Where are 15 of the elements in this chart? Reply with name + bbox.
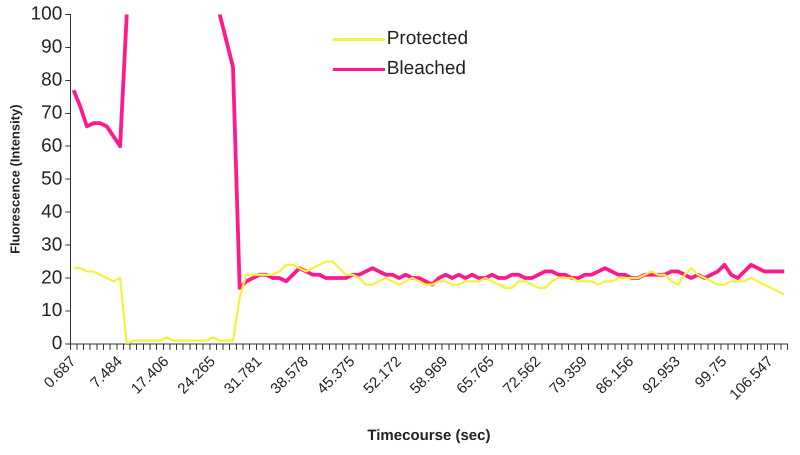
y-tick-label: 80	[41, 70, 62, 91]
y-tick-label: 50	[41, 168, 62, 190]
legend-label: Bleached	[386, 58, 466, 80]
y-tick-label: 100	[30, 4, 62, 25]
y-tick-label: 60	[41, 135, 62, 156]
y-tick-label: 40	[41, 201, 62, 222]
y-tick-label: 0	[52, 333, 62, 354]
y-tick-label: 70	[41, 102, 62, 124]
legend-label: Protected	[386, 28, 468, 50]
x-axis-title: Timecourse (sec)	[367, 427, 490, 444]
y-tick-label: 10	[41, 300, 62, 322]
y-tick-label: 20	[41, 267, 62, 288]
y-tick-label: 30	[41, 234, 62, 256]
y-axis-title: Fluorescence (Intensity)	[7, 104, 22, 254]
y-tick-label: 90	[41, 36, 62, 58]
